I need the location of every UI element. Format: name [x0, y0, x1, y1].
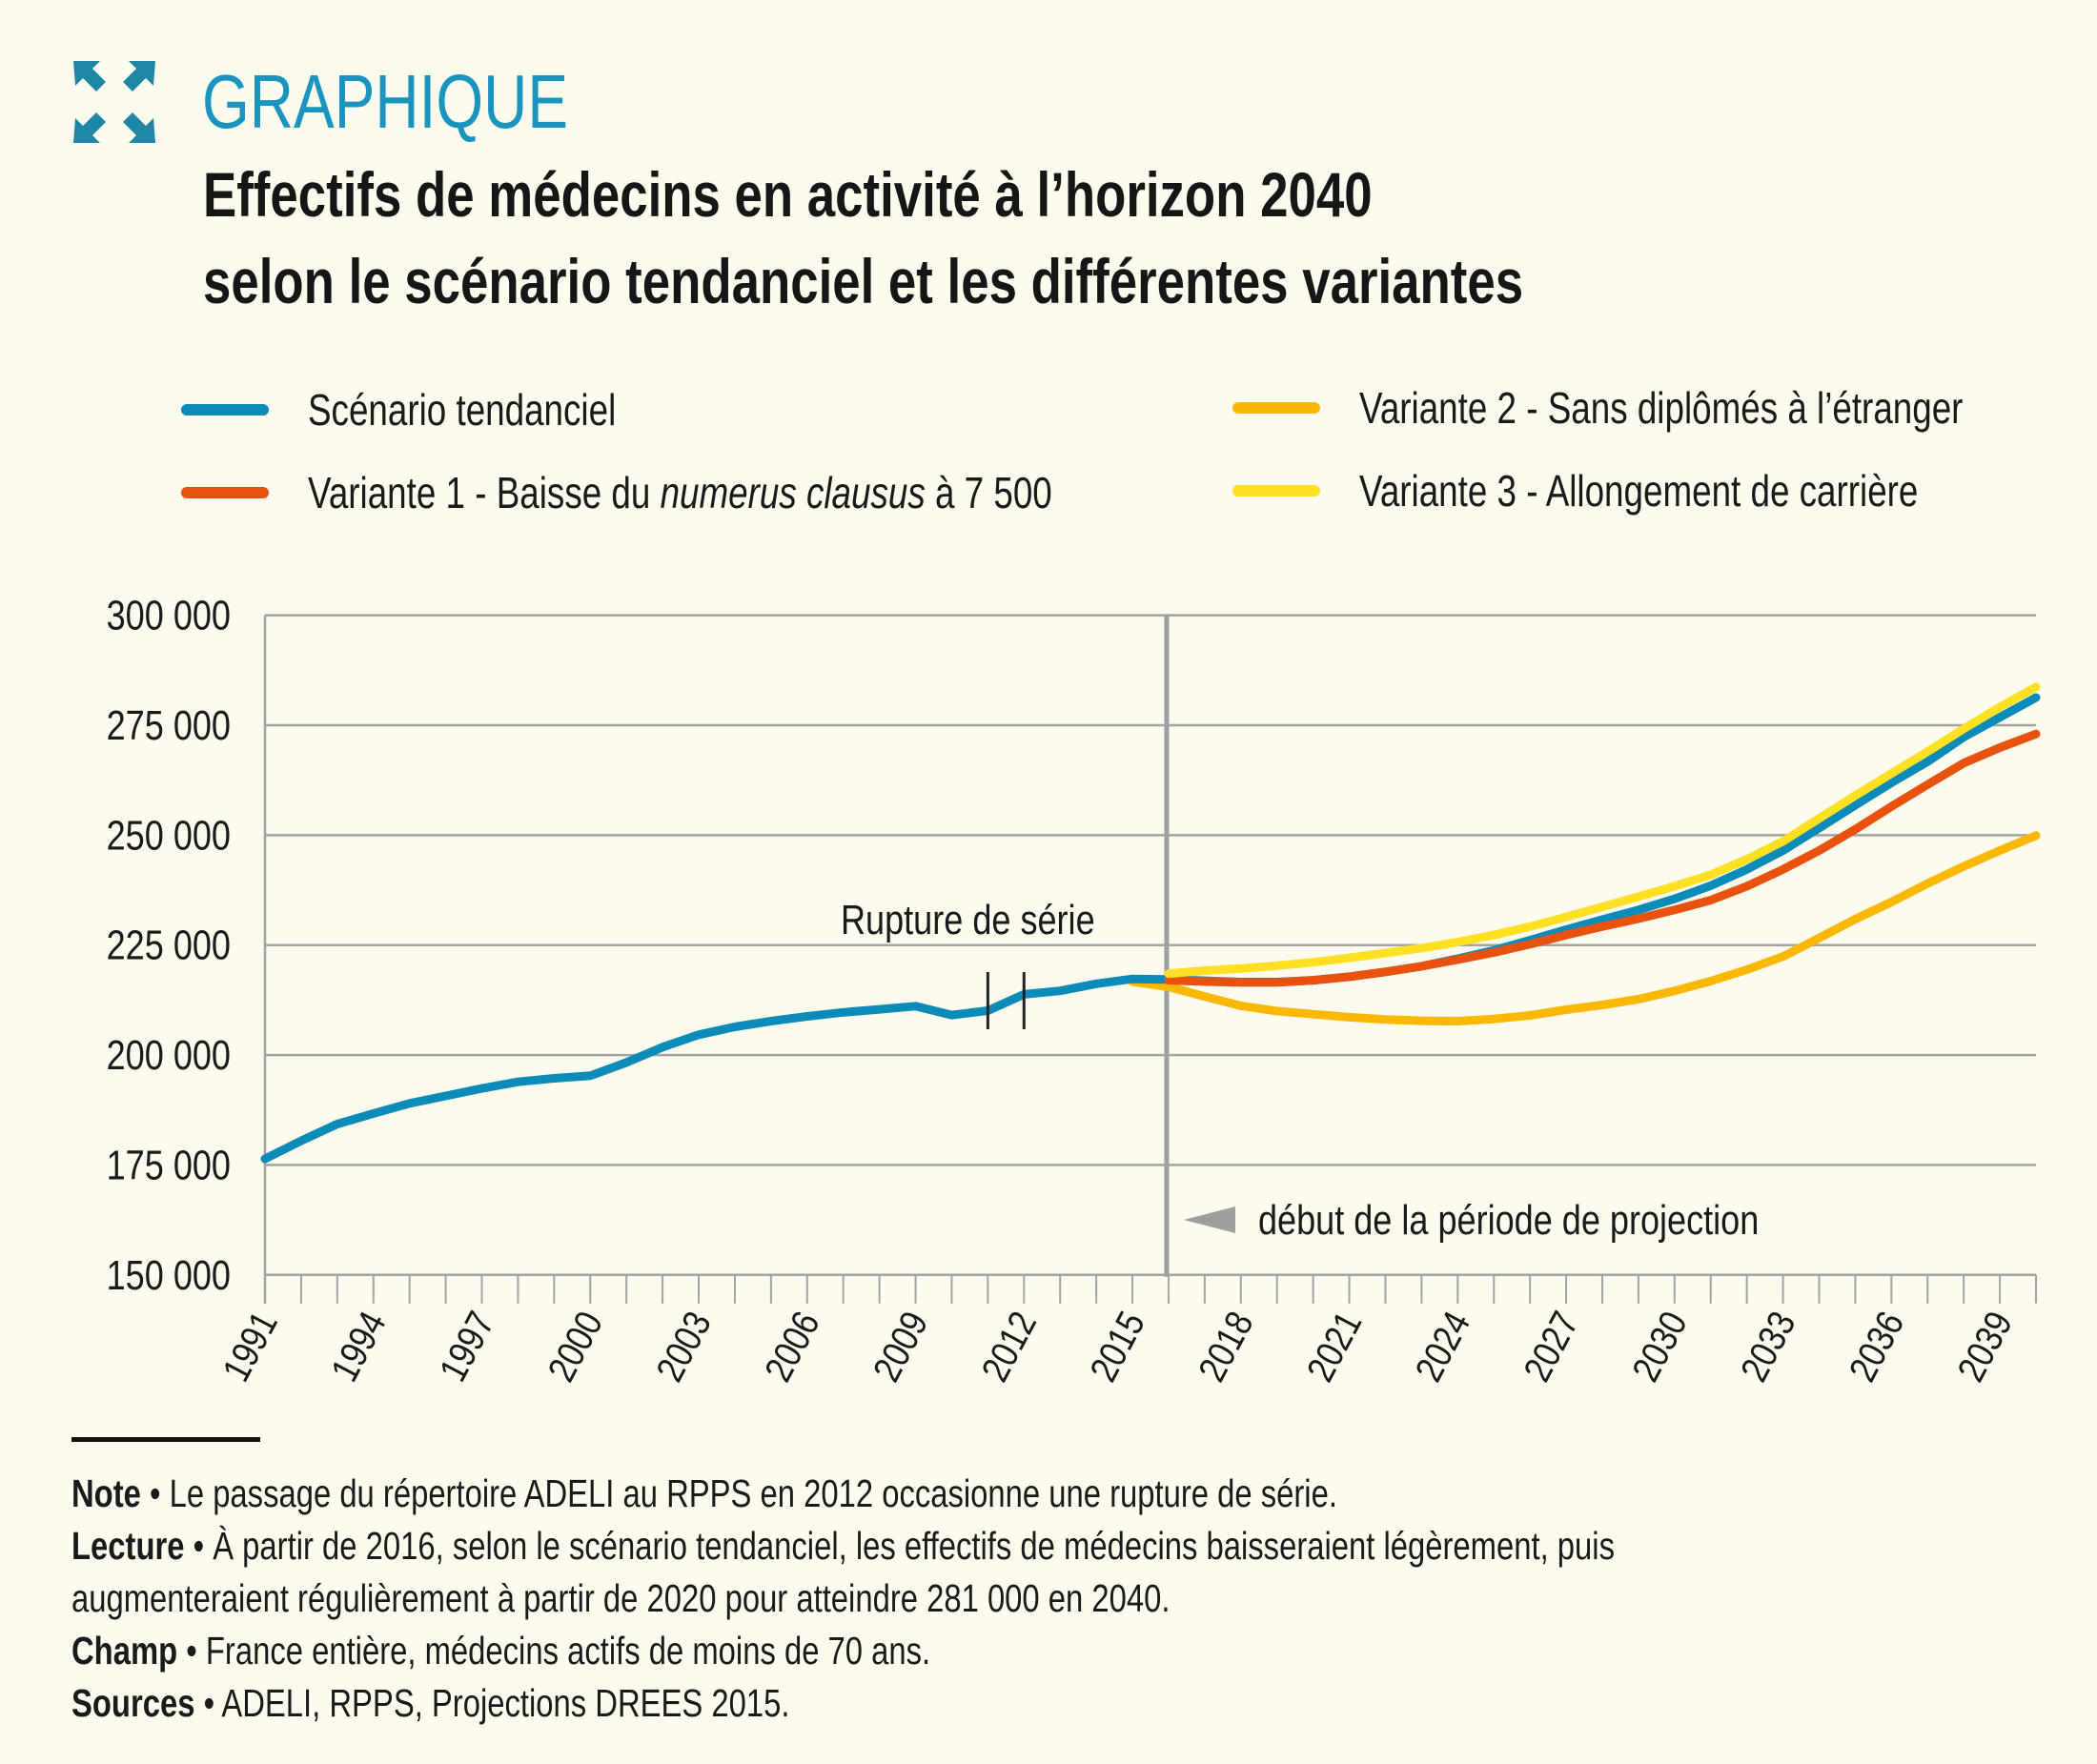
legend-label-variante-3: Variante 3 - Allongement de carrière	[1359, 462, 2058, 519]
chart-title-line-2: selon le scénario tendanciel et les diff…	[203, 243, 1853, 319]
lecture-text: • À partir de 2016, selon le scénario te…	[184, 1524, 1615, 1568]
x-tick-label: 2018	[1190, 1305, 1261, 1389]
lecture-label: Lecture	[71, 1524, 185, 1568]
sources-label: Sources	[71, 1681, 195, 1725]
series-line-variante-2	[1128, 831, 2041, 1025]
x-tick-label: 2012	[972, 1305, 1044, 1389]
x-tick-label: 2033	[1732, 1305, 1803, 1389]
x-tick-label: 2009	[865, 1305, 936, 1389]
x-tick-label: 2015	[1081, 1305, 1152, 1389]
lecture-text-2: augmenteraient régulièrement à partir de…	[71, 1576, 1171, 1620]
notes-divider	[71, 1437, 260, 1442]
x-tick-label: 2039	[1948, 1305, 2020, 1389]
legend-swatch-variante-2	[1232, 402, 1320, 414]
legend-label-tendanciel: Scénario tendanciel	[308, 381, 693, 438]
series-lines	[260, 682, 2041, 1164]
grid	[263, 614, 2036, 1304]
x-tick-label: 2006	[756, 1305, 827, 1389]
legend-swatch-variante-1	[181, 487, 269, 498]
legend-label-variante-2: Variante 2 - Sans diplômés à l’étranger	[1359, 379, 2097, 436]
legend-label-text: Variante 3 - Allongement de carrière	[1359, 466, 1919, 516]
series-line-variante-3	[1164, 682, 2041, 979]
left-arrow-icon	[1183, 1206, 1235, 1233]
x-tick-label: 2000	[539, 1305, 610, 1389]
y-tick-label: 250 000	[107, 812, 231, 859]
champ-text: • France entière, médecins actifs de moi…	[177, 1629, 931, 1673]
y-tick-label: 150 000	[107, 1251, 231, 1298]
title-text-1: Effectifs de médecins en activité à l’ho…	[203, 159, 1373, 230]
x-tick-label: 2021	[1298, 1305, 1370, 1389]
line-chart: 150 000 175 000 200 000 225 000 250 000 275 0…	[107, 592, 2041, 1389]
x-tick-label: 2003	[647, 1305, 719, 1389]
note-label: Note	[71, 1471, 141, 1515]
projection-start-label: début de la période de projection	[1258, 1197, 1759, 1244]
overlay	[986, 972, 1026, 1029]
y-tick-label: 200 000	[107, 1032, 231, 1079]
legend-label-variante-1: Variante 1 - Baisse du numerus clausus à…	[308, 464, 1238, 521]
y-tick-label: 175 000	[107, 1142, 231, 1188]
legend-swatch-variante-3	[1232, 485, 1320, 497]
x-tick-label: 2030	[1623, 1305, 1695, 1389]
y-axis: 150 000 175 000 200 000 225 000 250 000 275 0…	[107, 592, 231, 1298]
x-tick-label: 1994	[322, 1305, 394, 1389]
x-tick-label: 1991	[214, 1305, 285, 1389]
champ-line: Champ • France entière, médecins actifs …	[71, 1625, 1145, 1677]
y-tick-label: 275 000	[107, 702, 231, 749]
kicker-text: GRAPHIQUE	[202, 59, 569, 144]
legend-label-italic: numerus clausus	[660, 468, 926, 517]
expand-arrows-icon	[73, 61, 155, 143]
y-tick-label: 225 000	[107, 922, 231, 968]
chart-kicker: GRAPHIQUE	[202, 59, 660, 145]
lecture-line-2: augmenteraient régulièrement à partir de…	[71, 1572, 1445, 1625]
x-tick-label: 2027	[1515, 1305, 1586, 1389]
x-tick-label: 2036	[1840, 1305, 1911, 1389]
sources-text: • ADELI, RPPS, Projections DREES 2015.	[194, 1681, 790, 1725]
y-tick-label: 300 000	[107, 592, 231, 639]
note-line: Note • Le passage du répertoire ADELI au…	[71, 1468, 1654, 1520]
legend-label-text: Variante 2 - Sans diplômés à l’étranger	[1359, 383, 1964, 433]
sources-line: Sources • ADELI, RPPS, Projections DREES…	[71, 1677, 969, 1730]
champ-label: Champ	[71, 1629, 178, 1673]
x-tick-label: 1997	[431, 1305, 502, 1389]
legend-label-text: à 7 500	[925, 468, 1052, 517]
x-tick-label: 2024	[1406, 1305, 1477, 1389]
series-line-tendanciel	[260, 693, 2041, 1164]
note-text: • Le passage du répertoire ADELI au RPPS…	[140, 1471, 1337, 1515]
x-axis: 1991 1994 1997 2000 2003 2006 2009 2012 2015 2018…	[214, 1274, 2037, 1389]
annotations: début de la période de projection Rupture…	[841, 615, 1759, 1277]
lecture-line: Lecture • À partir de 2016, selon le scé…	[71, 1520, 2001, 1572]
legend-label-text: Scénario tendanciel	[308, 385, 617, 435]
series-break-label: Rupture de série	[841, 897, 1095, 943]
legend-label-text: Variante 1 - Baisse du	[308, 468, 661, 517]
legend-swatch-tendanciel	[181, 404, 269, 416]
title-text-2: selon le scénario tendanciel et les diff…	[203, 246, 1524, 316]
series-line-variante-1	[1164, 729, 2041, 987]
chart-title-line-1: Effectifs de médecins en activité à l’ho…	[203, 156, 1664, 233]
